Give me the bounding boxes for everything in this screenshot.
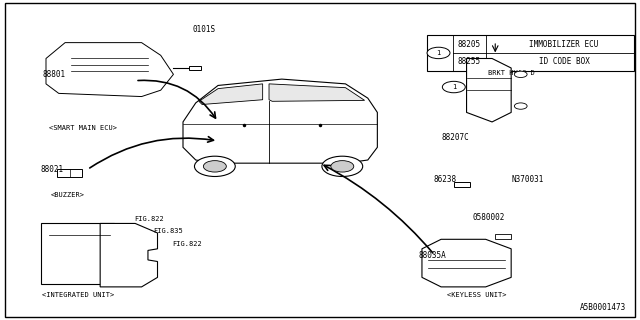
Circle shape: [442, 81, 465, 93]
Text: N370031: N370031: [511, 174, 543, 184]
Circle shape: [515, 71, 527, 77]
Circle shape: [427, 47, 450, 59]
Circle shape: [331, 161, 354, 172]
Text: 88207C: 88207C: [441, 133, 469, 142]
Text: 88255: 88255: [458, 57, 481, 66]
Text: <SMART MAIN ECU>: <SMART MAIN ECU>: [49, 125, 117, 131]
Text: 0101S: 0101S: [193, 25, 216, 35]
Text: FIG.835: FIG.835: [153, 228, 183, 234]
Circle shape: [195, 156, 236, 177]
FancyBboxPatch shape: [427, 35, 634, 71]
Circle shape: [515, 103, 527, 109]
Polygon shape: [269, 84, 365, 101]
Text: FIG.822: FIG.822: [134, 216, 164, 222]
Text: 88021: 88021: [41, 165, 64, 174]
Text: <KEYLESS UNIT>: <KEYLESS UNIT>: [447, 292, 507, 298]
Polygon shape: [422, 239, 511, 287]
FancyBboxPatch shape: [189, 66, 201, 69]
Polygon shape: [183, 79, 378, 163]
Polygon shape: [467, 59, 511, 122]
Text: FIG.822: FIG.822: [172, 241, 202, 247]
Text: <INTEGRATED UNIT>: <INTEGRATED UNIT>: [42, 292, 114, 298]
Circle shape: [322, 156, 363, 177]
Text: 0580002: 0580002: [473, 212, 506, 222]
Text: 88801: 88801: [43, 70, 66, 79]
Text: 88205: 88205: [458, 40, 481, 49]
FancyBboxPatch shape: [454, 182, 470, 187]
Text: 1: 1: [436, 50, 441, 56]
Polygon shape: [100, 223, 157, 287]
FancyBboxPatch shape: [41, 223, 114, 284]
Polygon shape: [199, 84, 262, 105]
Circle shape: [204, 161, 227, 172]
Text: ID CODE BOX: ID CODE BOX: [539, 57, 589, 66]
Text: BRKT HVAC D: BRKT HVAC D: [488, 70, 534, 76]
Text: <BUZZER>: <BUZZER>: [51, 192, 85, 198]
FancyBboxPatch shape: [58, 169, 82, 178]
Text: 88035A: 88035A: [419, 251, 447, 260]
Text: 1: 1: [452, 84, 456, 90]
Polygon shape: [46, 43, 173, 97]
Text: IMMOBILIZER ECU: IMMOBILIZER ECU: [529, 40, 599, 49]
Text: A5B0001473: A5B0001473: [580, 303, 626, 312]
Text: 86238: 86238: [433, 174, 456, 184]
FancyBboxPatch shape: [495, 234, 511, 239]
